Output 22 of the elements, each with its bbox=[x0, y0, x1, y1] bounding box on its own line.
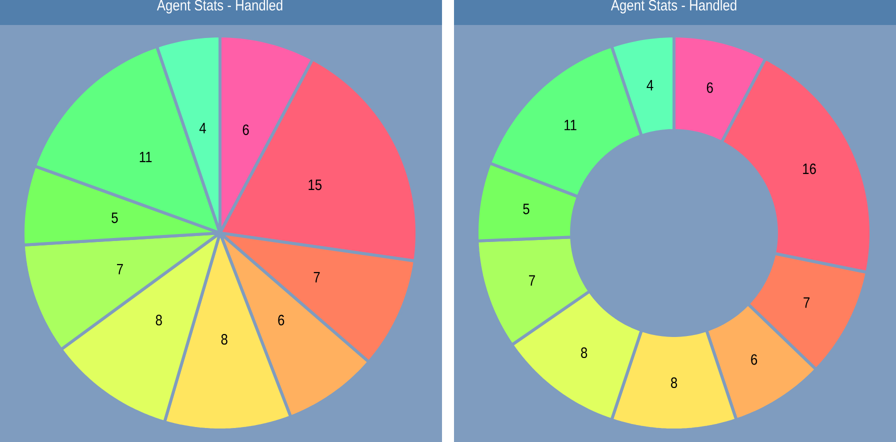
data-label: 4 bbox=[646, 80, 654, 90]
data-label: 5 bbox=[523, 204, 530, 214]
data-label: 6 bbox=[242, 124, 249, 136]
data-label: 4 bbox=[199, 122, 206, 134]
data-label: 15 bbox=[308, 180, 322, 190]
chart-title: Agent Stats - Handled bbox=[156, 0, 282, 14]
data-label: 6 bbox=[706, 82, 713, 93]
data-label: 11 bbox=[140, 152, 152, 162]
data-label: 7 bbox=[117, 264, 123, 274]
chart-title: Agent Stats - Handled bbox=[610, 0, 736, 14]
data-label: 8 bbox=[221, 334, 228, 345]
data-label: 6 bbox=[278, 314, 284, 326]
data-label: 8 bbox=[581, 347, 588, 358]
data-label: 7 bbox=[529, 275, 535, 286]
data-label: 7 bbox=[314, 272, 320, 282]
data-label: 7 bbox=[804, 297, 810, 308]
data-label: 8 bbox=[156, 314, 162, 326]
data-label: 8 bbox=[670, 377, 678, 388]
data-label: 16 bbox=[803, 164, 816, 174]
data-label: 6 bbox=[751, 354, 758, 365]
data-label: 5 bbox=[112, 212, 118, 224]
data-label: 11 bbox=[564, 120, 576, 130]
